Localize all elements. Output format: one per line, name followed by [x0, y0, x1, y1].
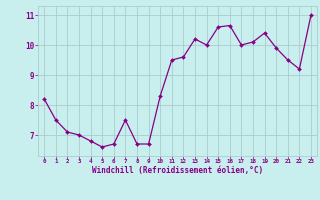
X-axis label: Windchill (Refroidissement éolien,°C): Windchill (Refroidissement éolien,°C) — [92, 166, 263, 175]
